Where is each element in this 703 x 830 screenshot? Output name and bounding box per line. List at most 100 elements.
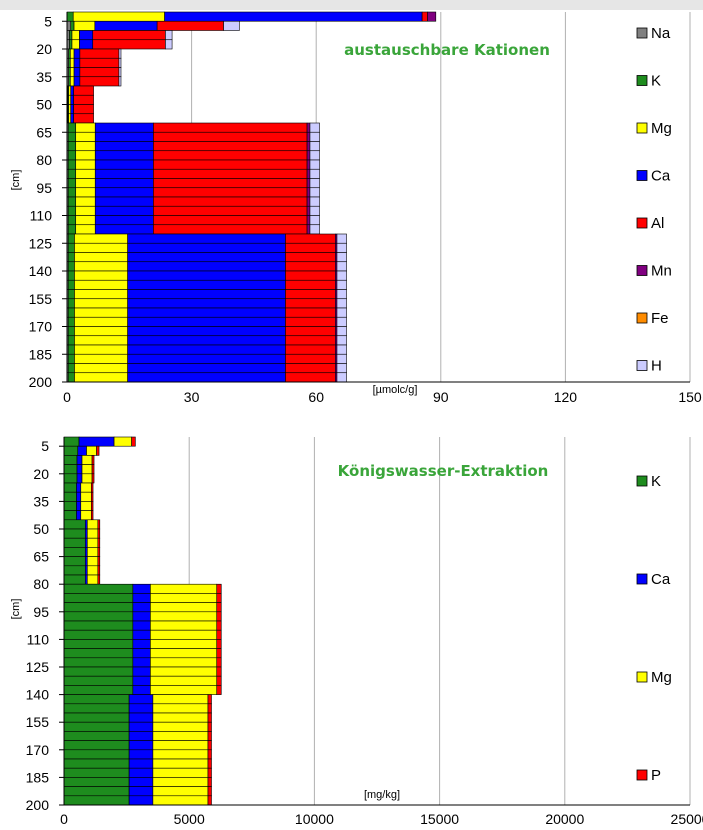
bar-segment-h bbox=[118, 57, 122, 68]
bar-segment-k bbox=[63, 758, 130, 769]
bar-segment-p bbox=[216, 639, 222, 649]
bar-segment-h bbox=[309, 205, 320, 216]
bar-segment-mn bbox=[306, 150, 311, 161]
y-tick-label: 170 bbox=[26, 742, 50, 758]
bar-segment-ca bbox=[132, 639, 151, 649]
bar-segment-mg bbox=[86, 445, 97, 456]
bar-segment-k bbox=[67, 307, 75, 318]
bar-segment-mg bbox=[86, 574, 99, 585]
bar-segment-ca bbox=[76, 501, 82, 511]
bar-segment-al bbox=[79, 48, 120, 59]
x-axis-unit: [µmolc/g] bbox=[373, 384, 418, 396]
bar-segment-ca bbox=[84, 519, 88, 530]
bar-segment-ca bbox=[128, 731, 154, 741]
bar-segment-ca bbox=[70, 113, 74, 124]
bar-segment-mg bbox=[150, 675, 218, 686]
bar-segment-mg bbox=[80, 482, 92, 493]
bar-segment-p bbox=[216, 583, 222, 594]
bar-segment-k bbox=[63, 464, 78, 475]
bar-segment-mg bbox=[70, 76, 75, 87]
legend-swatch-p bbox=[636, 769, 648, 781]
y-tick-label: 20 bbox=[33, 466, 49, 482]
legend-label-p: P bbox=[651, 767, 661, 784]
bar-segment-al bbox=[153, 122, 308, 133]
bar-segment-mg bbox=[113, 436, 132, 447]
bar-segment-mg bbox=[74, 353, 128, 364]
x-tick-labels: 0 30 60 90 120 150 bbox=[63, 389, 702, 405]
bar-segment-al bbox=[153, 205, 308, 216]
y-tick-label: 200 bbox=[26, 797, 50, 813]
y-tick-label: 35 bbox=[33, 493, 49, 509]
bar-segment-mg bbox=[152, 767, 209, 778]
bar-segment-ca bbox=[127, 270, 286, 281]
bar-segment-mn bbox=[306, 178, 311, 189]
bar-segment-k bbox=[67, 224, 77, 235]
legend-swatch-al bbox=[636, 217, 648, 229]
bar-segment-mg bbox=[75, 141, 96, 152]
bar-segment-mg bbox=[74, 289, 128, 300]
bar-segment-k bbox=[67, 150, 77, 161]
bar-segment-p bbox=[91, 455, 95, 465]
bar-segment-k bbox=[63, 666, 134, 677]
bar-segment-p bbox=[216, 657, 222, 668]
bar-segment-mg bbox=[70, 48, 75, 59]
bar-segment-h bbox=[309, 168, 320, 179]
bar-segment-ca bbox=[128, 749, 154, 760]
bar-segment-h bbox=[223, 20, 240, 31]
legend-swatch-k bbox=[636, 75, 648, 86]
bar-segment-p bbox=[216, 685, 222, 695]
bar-segment-ca bbox=[127, 326, 286, 337]
x-tick-label: 120 bbox=[554, 389, 578, 405]
x-axis-unit: [mg/kg] bbox=[364, 789, 400, 801]
bar-segment-h bbox=[336, 270, 347, 281]
bar-segment-mg bbox=[75, 122, 96, 133]
bar-segment-mg bbox=[86, 528, 99, 539]
bar-segment-h bbox=[309, 215, 320, 226]
bar-segment-mg bbox=[152, 721, 209, 732]
x-tick-labels: 0 5000 10000 15000 20000 25000 bbox=[60, 811, 703, 827]
bar-segment-k bbox=[67, 178, 77, 189]
bar-segment-ca bbox=[127, 233, 286, 244]
bar-segment-p bbox=[96, 445, 100, 456]
bar-segment-mg bbox=[74, 298, 128, 309]
bar-segment-h bbox=[336, 353, 347, 364]
bar-segment-h bbox=[336, 363, 347, 374]
bar-segment-k bbox=[67, 242, 75, 253]
bar-segment-k bbox=[63, 593, 134, 603]
bar-segment-ca bbox=[127, 279, 286, 290]
y-tick-label: 50 bbox=[36, 97, 52, 113]
bar-segment-ca bbox=[127, 298, 286, 309]
bar-segment-k bbox=[67, 344, 75, 355]
bar-segment-mn bbox=[306, 224, 311, 235]
bar-segment-mg bbox=[86, 537, 99, 548]
bar-segment-k bbox=[63, 657, 134, 668]
bar-segment-k bbox=[63, 767, 130, 778]
legend-swatch-fe bbox=[636, 312, 648, 324]
bar-segment-ca bbox=[73, 76, 81, 87]
bar-segment-al bbox=[73, 85, 94, 96]
bar-segment-k bbox=[63, 482, 77, 493]
bar-segment-p bbox=[207, 795, 212, 806]
bar-segment-al bbox=[153, 224, 308, 235]
bar-segment-al bbox=[153, 159, 308, 170]
bar-segment-mg bbox=[75, 178, 96, 189]
bar-segment-k bbox=[67, 205, 77, 216]
bar-segment-mg bbox=[75, 224, 96, 235]
grid-lines bbox=[188, 437, 691, 805]
bar-segment-ca bbox=[94, 224, 154, 235]
bar-segment-ca bbox=[77, 445, 87, 456]
bar-segment-mg bbox=[152, 795, 209, 806]
bar-segment-mg bbox=[152, 731, 209, 741]
bar-segment-k bbox=[63, 675, 134, 686]
bar-segment-mg bbox=[68, 94, 72, 105]
bar-segment-k bbox=[63, 565, 86, 576]
legend-label-al: Al bbox=[651, 215, 664, 232]
y-tick-label: 95 bbox=[36, 180, 52, 196]
bar-segment-ca bbox=[76, 510, 82, 521]
bar-segment-ca bbox=[84, 528, 88, 539]
bar-segment-p bbox=[97, 556, 101, 567]
bar-segment-k bbox=[63, 556, 86, 567]
bar-segment-k bbox=[63, 777, 130, 787]
legend-swatch-ca bbox=[636, 573, 648, 585]
bar-segment-mg bbox=[150, 685, 218, 695]
